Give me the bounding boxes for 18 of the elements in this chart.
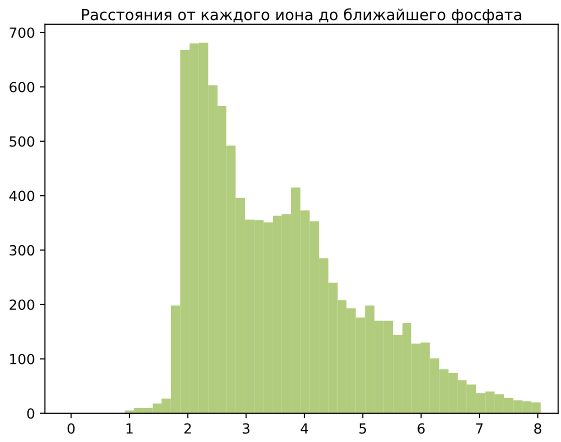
y-tick-label: 300 xyxy=(10,245,34,256)
x-tick-label: 5 xyxy=(359,423,366,434)
x-tick-label: 8 xyxy=(534,423,542,434)
x-tick-label: 7 xyxy=(476,423,483,434)
y-tick-label: 400 xyxy=(9,190,34,202)
x-tick-label: 6 xyxy=(418,423,425,434)
y-tick-label: 200 xyxy=(10,299,34,310)
x-tick-label: 3 xyxy=(242,423,250,434)
y-tick-label: 0 xyxy=(27,408,34,419)
y-tick-label: 500 xyxy=(10,136,34,147)
y-tick-label: 100 xyxy=(10,354,34,364)
x-tick-label: 0 xyxy=(68,423,75,434)
y-tick-label: 700 xyxy=(10,27,34,38)
chart-title: Расстояния от каждого иона до ближайшего фосфата xyxy=(82,8,522,24)
y-tick-label: 600 xyxy=(10,82,34,92)
x-tick-label: 4 xyxy=(300,423,308,434)
x-tick-label: 2 xyxy=(184,423,191,434)
x-tick-label: 1 xyxy=(126,423,133,434)
